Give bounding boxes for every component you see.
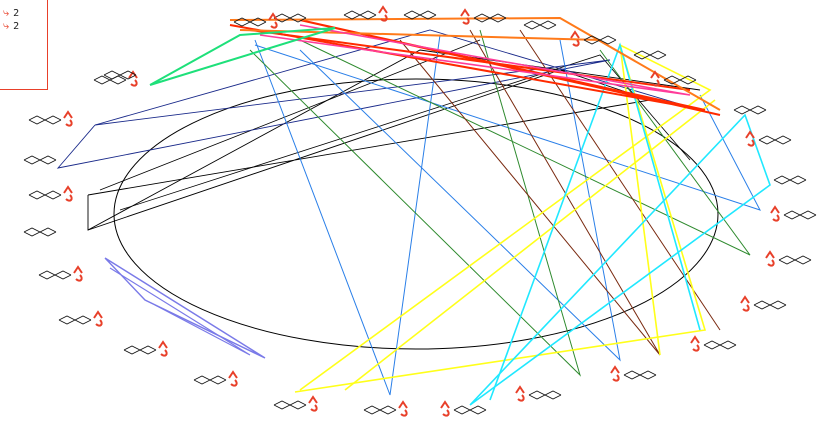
molecule-structure-icon	[765, 250, 812, 267]
molecule-structure-icon	[28, 110, 73, 127]
molecule-structure-icon	[23, 227, 57, 237]
arrow-glyph-icon: ⤷	[3, 19, 10, 32]
node-layer	[23, 5, 817, 417]
arrow-glyph-icon: ⤷	[3, 6, 10, 19]
molecule-structure-icon	[740, 295, 787, 312]
molecule-structure-icon	[343, 5, 388, 22]
edge-line	[87, 69, 651, 231]
edge-line	[299, 39, 621, 362]
legend-entry: ⤷ 2	[3, 19, 20, 32]
molecule-structure-icon	[273, 13, 307, 23]
molecule-structure-icon	[123, 340, 168, 357]
edge-line	[104, 257, 266, 359]
edge-line	[87, 49, 701, 231]
edge-line	[99, 39, 481, 191]
molecule-structure-icon	[193, 370, 238, 387]
molecule-structure-icon	[403, 10, 437, 20]
central-ellipse	[113, 78, 719, 350]
molecule-structure-icon	[273, 395, 318, 412]
edge-line	[239, 29, 601, 41]
molecule-structure-icon	[23, 155, 57, 165]
molecule-structure-icon	[770, 205, 817, 222]
molecule-structure-icon	[773, 175, 807, 185]
legend-entry: ⤷ 2	[3, 6, 20, 19]
edge-line	[254, 44, 762, 211]
molecule-structure-icon	[440, 400, 487, 417]
edge-line	[254, 34, 441, 396]
legend-value: 2	[13, 21, 20, 32]
legend: ⤷ 2 ⤷ 2	[0, 0, 48, 90]
legend-value: 2	[13, 8, 20, 19]
edge-line	[109, 267, 251, 356]
edge-line	[489, 42, 701, 401]
edge-line	[229, 16, 721, 111]
molecule-structure-icon	[633, 50, 667, 60]
molecule-structure-icon	[460, 8, 507, 25]
molecule-structure-icon	[650, 70, 697, 87]
edge-line	[469, 113, 771, 406]
edge-line	[299, 39, 751, 256]
molecule-structure-icon	[570, 30, 617, 47]
molecule-structure-icon	[610, 365, 657, 382]
molecule-structure-icon	[515, 385, 562, 402]
edge-line	[249, 29, 582, 377]
molecule-structure-icon	[103, 70, 137, 80]
molecule-structure-icon	[523, 20, 557, 30]
molecule-structure-icon	[93, 70, 138, 87]
molecule-structure-icon	[28, 185, 73, 202]
edge-line	[149, 27, 336, 86]
molecule-structure-icon	[363, 400, 408, 417]
molecule-structure-icon	[38, 265, 83, 282]
edge-line	[56, 59, 611, 169]
molecule-structure-icon	[733, 105, 767, 115]
molecule-structure-icon	[690, 335, 737, 352]
edge-line	[119, 54, 691, 211]
molecule-structure-icon	[58, 310, 103, 327]
edge-line	[344, 99, 716, 391]
edge-layer	[56, 16, 771, 406]
molecule-structure-icon	[233, 12, 278, 29]
edge-line	[249, 29, 691, 91]
edge-line	[259, 24, 691, 96]
molecule-structure-icon	[745, 130, 792, 147]
